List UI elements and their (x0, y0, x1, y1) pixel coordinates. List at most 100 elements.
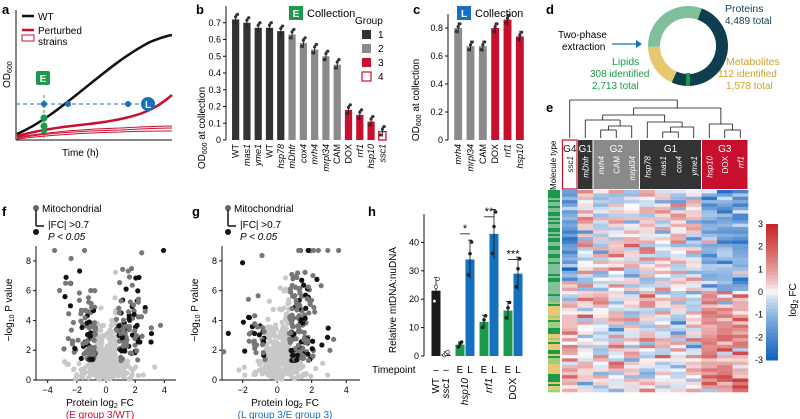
panel-g-point (287, 339, 293, 345)
panel-e-heatmap-cell (593, 381, 609, 386)
panel-e-heatmap-cell (670, 216, 687, 221)
panel-e-heatmap-cell (670, 317, 687, 322)
panel-e-molecule-strip-cell (548, 368, 560, 371)
panel-e-heatmap-cell (686, 196, 702, 201)
panel-e-heatmap-cell (593, 331, 609, 336)
panel-b-legend-swatch-4 (361, 71, 372, 82)
panel-f-legend-p: P < 0.05 (48, 232, 86, 243)
panel-e-molecule-strip-cell (548, 328, 560, 331)
panel-e-heatmap-cell (686, 280, 702, 285)
panel-e-group-bar (593, 140, 639, 189)
panel-g-point (290, 352, 296, 358)
panel-e-heatmap-cell (701, 385, 718, 389)
panel-e-heatmap-cell (686, 200, 702, 204)
panel-f-point (92, 288, 98, 294)
panel-e-heatmap-cell (701, 341, 718, 346)
panel-e-heatmap-cell (670, 233, 687, 238)
panel-e-heatmap-cell (732, 361, 749, 366)
panel-e-heatmap-cell (624, 368, 640, 373)
panel-g-legend-dot-gray (225, 205, 231, 211)
panel-e-heatmap-cell (593, 385, 609, 389)
panel-f-legend-dot-gray (33, 205, 39, 211)
panel-e-heatmap-cell (639, 341, 656, 346)
panel-d-donut-slice (671, 8, 728, 86)
panel-e-colorbar-step (766, 288, 778, 293)
panel-e-heatmap-cell (701, 210, 718, 214)
panel-e-heatmap-cell (732, 243, 749, 248)
panel-b-category-label: cox4 (298, 144, 308, 163)
panel-e-heatmap-cell (655, 203, 671, 208)
panel-e-heatmap-cell (686, 223, 702, 228)
panel-e-heatmap-cell (686, 230, 702, 235)
panel-e-heatmap-cell (717, 260, 733, 265)
panel-e-heatmap-cell (593, 274, 609, 278)
panel-f-point (139, 333, 145, 339)
panel-f-point (87, 356, 94, 362)
panel-b-category-label: mas1 (242, 144, 252, 166)
panel-e-heatmap-cell (593, 354, 609, 359)
panel-e-colorbar-step (766, 261, 778, 266)
panel-e-heatmap-cell (639, 220, 656, 224)
panel-b-legend-swatch-1 (362, 30, 371, 39)
panel-b-legend-1: 1 (378, 30, 384, 41)
panel-e-heatmap-cell (717, 264, 733, 268)
panel-e-heatmap-cell (732, 287, 749, 292)
panel-e-heatmap-cell (701, 280, 718, 285)
panel-e-group-bar (578, 140, 593, 189)
panel-e-heatmap-cell (670, 240, 687, 245)
panel-f-point (116, 280, 123, 286)
panel-f-point (88, 287, 94, 294)
panel-e-heatmap-cell (593, 301, 609, 305)
panel-e-heatmap-cell (624, 284, 640, 288)
panel-e-group-label: G1 (579, 144, 593, 155)
panel-e-heatmap-cell (701, 328, 718, 332)
panel-h-bar (431, 290, 441, 356)
panel-f-point (116, 323, 122, 329)
panel-g-point (285, 371, 291, 377)
panel-c-point (505, 16, 510, 20)
panel-e-heatmap-cell (670, 270, 687, 275)
panel-c-bar (466, 46, 475, 141)
panel-e-heatmap-cell (686, 371, 702, 376)
panel-e-heatmap-cell (562, 311, 578, 315)
panel-f-point (123, 286, 129, 292)
panel-f-point (111, 348, 117, 354)
panel-e-heatmap-cell (655, 328, 671, 332)
panel-g-point (242, 372, 248, 378)
panel-f-point (108, 322, 114, 329)
panel-e-heatmap-cell (562, 338, 578, 342)
panel-e-heatmap-cell (686, 338, 702, 342)
panel-g-point (281, 325, 288, 331)
panel-f-point (135, 296, 142, 302)
panel-e-heatmap-cell (577, 240, 594, 245)
panel-e-molecule-strip-cell (548, 308, 560, 311)
panel-a-l-label: L (145, 100, 151, 111)
panel-g-point (271, 339, 277, 345)
panel-g-point (309, 346, 315, 352)
panel-e-heatmap-cell (717, 230, 733, 235)
panel-e-heatmap-cell (608, 223, 625, 228)
panel-e-heatmap-cell (562, 294, 578, 299)
panel-d-donut-divider (686, 73, 690, 86)
panel-b-point (322, 58, 326, 62)
panel-e-heatmap-cell (732, 375, 749, 379)
panel-e-heatmap-cell (639, 210, 656, 214)
panel-e-heatmap-cell (562, 274, 578, 278)
panel-a-marker-dot (125, 101, 131, 107)
panel-g-ylabel: −log10 P value (190, 278, 202, 341)
panel-e-heatmap-cell (717, 344, 733, 349)
panel-e-heatmap-cell (577, 354, 594, 359)
panel-e-heatmap-cell (593, 250, 609, 255)
panel-e-heatmap-cell (624, 291, 640, 295)
panel-e-heatmap-cell (577, 237, 594, 241)
panel-e-column-label: hsp78 (643, 155, 652, 177)
panel-e-heatmap-cell (732, 297, 749, 302)
panel-e-heatmap-cell (562, 223, 578, 228)
panel-b-point (348, 103, 352, 107)
panel-e-heatmap-cell (732, 317, 749, 322)
panel-d-extraction-1: Two-phase (558, 30, 607, 41)
panel-e-heatmap-cell (624, 301, 640, 305)
panel-e-heatmap-cell (732, 237, 749, 241)
panel-e-heatmap-cell (655, 260, 671, 265)
panel-b-point (333, 66, 338, 70)
